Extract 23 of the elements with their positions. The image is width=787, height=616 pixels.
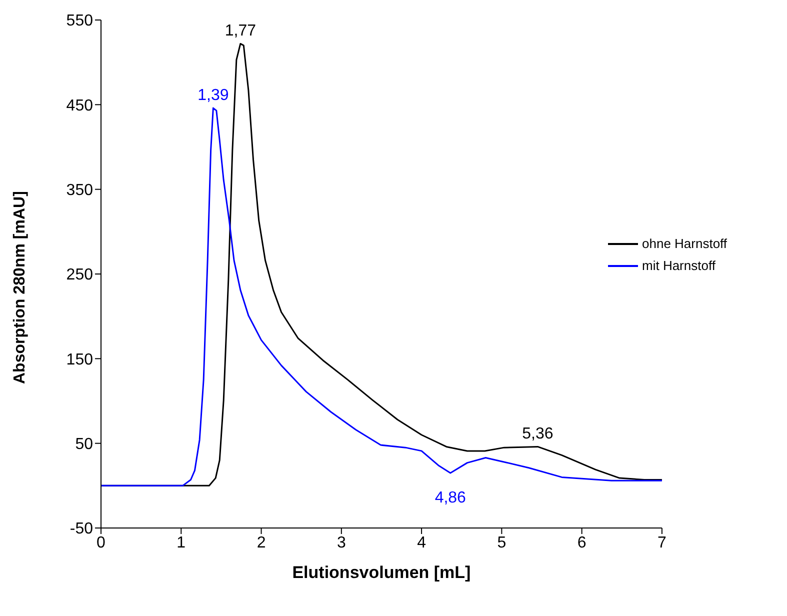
legend-label: mit Harnstoff [642, 257, 716, 275]
annotation: 5,36 [522, 426, 554, 443]
x-tick-label: 4 [417, 534, 426, 552]
x-tick-label: 7 [658, 534, 666, 552]
y-tick-label: 50 [75, 436, 94, 454]
y-tick-label: 250 [66, 266, 94, 284]
y-tick-label: 150 [66, 351, 94, 368]
y-axis-title: Absorption 280nm [mAU] [12, 191, 29, 384]
x-tick-label: 5 [497, 534, 506, 552]
x-tick-label: 3 [336, 534, 346, 552]
x-tick-label: 2 [256, 534, 266, 552]
x-tick-label: 6 [577, 534, 586, 552]
legend-label: ohne Harnstoff [642, 235, 728, 253]
x-tick-label: 0 [96, 534, 106, 552]
x-axis-title: Elutionsvolumen [mL] [292, 563, 471, 582]
y-tick-label: 350 [66, 182, 94, 200]
annotation: 1,77 [224, 22, 256, 40]
annotation: 1,39 [198, 87, 229, 104]
annotation: 4,86 [434, 489, 466, 506]
y-tick-label: -50 [70, 520, 94, 538]
x-tick-label: 1 [176, 534, 186, 552]
y-tick-label: 550 [66, 12, 94, 30]
y-tick-label: 450 [66, 97, 94, 114]
